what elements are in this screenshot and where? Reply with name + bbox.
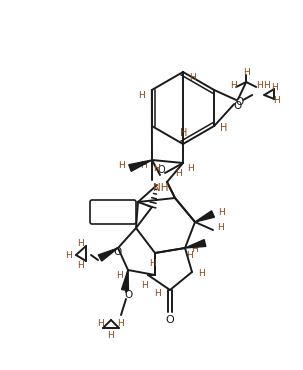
- Text: H: H: [256, 81, 263, 90]
- Text: H: H: [176, 168, 182, 178]
- Text: H: H: [138, 91, 145, 100]
- Text: H: H: [230, 81, 237, 90]
- Text: O: O: [114, 247, 122, 257]
- Text: H: H: [191, 246, 198, 255]
- Polygon shape: [195, 211, 215, 222]
- Text: H: H: [199, 269, 205, 279]
- Text: H: H: [273, 95, 280, 104]
- Text: H: H: [271, 83, 278, 91]
- Text: H: H: [219, 208, 225, 216]
- Text: H: H: [263, 81, 270, 90]
- Polygon shape: [129, 160, 152, 171]
- Text: H: H: [180, 128, 188, 138]
- Text: Abs: Abs: [104, 206, 124, 216]
- Text: H: H: [190, 73, 196, 81]
- Text: H: H: [118, 319, 124, 327]
- Text: H: H: [218, 222, 225, 232]
- Text: H: H: [243, 67, 250, 77]
- Text: H: H: [108, 330, 114, 340]
- FancyBboxPatch shape: [90, 200, 136, 224]
- Text: O: O: [157, 165, 165, 175]
- Polygon shape: [185, 240, 206, 248]
- Polygon shape: [122, 270, 128, 290]
- Text: NH: NH: [153, 183, 169, 193]
- Text: O: O: [235, 97, 243, 107]
- Text: H: H: [150, 259, 156, 268]
- Text: H: H: [142, 280, 148, 289]
- Text: O: O: [125, 290, 133, 300]
- Text: O: O: [166, 315, 174, 325]
- Text: H: H: [98, 319, 104, 327]
- Text: H: H: [78, 260, 84, 269]
- Text: H: H: [65, 250, 72, 259]
- Text: H: H: [117, 270, 123, 279]
- Text: H: H: [188, 164, 195, 172]
- Text: H: H: [119, 161, 125, 169]
- Text: H: H: [141, 161, 147, 169]
- Text: H: H: [154, 164, 160, 172]
- Text: H: H: [155, 289, 161, 297]
- Text: H: H: [78, 239, 84, 248]
- Text: H: H: [187, 252, 193, 260]
- Text: O: O: [233, 101, 241, 111]
- Text: H: H: [221, 123, 228, 133]
- Polygon shape: [98, 248, 118, 261]
